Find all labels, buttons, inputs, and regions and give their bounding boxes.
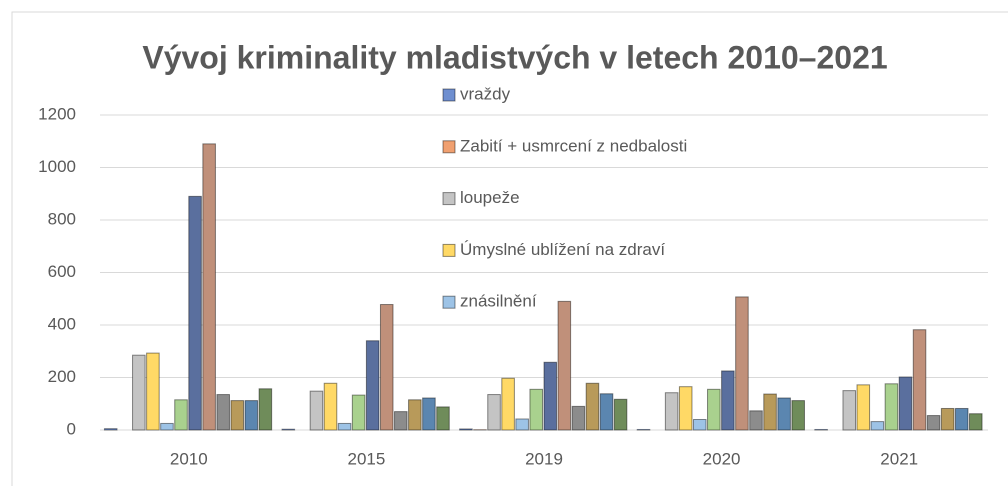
bar: [707, 388, 721, 431]
bar: [678, 386, 693, 431]
x-tick-label: 2010: [170, 449, 208, 468]
y-tick-label: 1200: [38, 104, 76, 123]
x-tick-label: 2020: [703, 449, 741, 468]
bar: [585, 382, 600, 431]
legend-label: Úmyslné ublížení na zdraví: [460, 240, 665, 259]
x-tick-label: 2015: [347, 449, 385, 468]
bar: [749, 410, 763, 431]
bar: [842, 390, 857, 431]
bar: [132, 354, 146, 431]
bar: [379, 304, 394, 431]
bar: [436, 406, 450, 431]
bar: [599, 393, 614, 431]
bar: [636, 428, 651, 431]
bar: [244, 400, 259, 431]
bar: [940, 407, 955, 431]
bar: [777, 397, 791, 431]
bar: [146, 352, 160, 431]
bar: [664, 392, 679, 431]
bar: [515, 418, 529, 431]
bar: [884, 383, 899, 431]
y-tick-label: 400: [48, 314, 76, 333]
bar: [394, 411, 408, 431]
bar: [898, 376, 913, 431]
bar: [351, 394, 366, 431]
legend-swatch: [442, 88, 456, 102]
bar: [814, 428, 828, 431]
legend-label: Zabití + usmrcení z nedbalosti: [460, 136, 687, 155]
bar: [735, 296, 749, 431]
bar: [487, 394, 501, 431]
bar: [309, 390, 324, 431]
y-tick-label: 200: [48, 367, 76, 386]
y-tick-label: 800: [48, 209, 76, 228]
bar: [763, 393, 777, 431]
bar: [459, 428, 473, 431]
bar: [969, 413, 983, 431]
bar: [281, 428, 296, 431]
chart-title: Vývoj kriminality mladistvých v letech 2…: [142, 39, 887, 75]
bar: [856, 384, 871, 431]
x-tick-label: 2019: [525, 449, 563, 468]
bar: [557, 300, 572, 431]
bar: [870, 421, 885, 431]
bar: [692, 419, 707, 431]
bar: [408, 399, 422, 431]
bar: [529, 388, 544, 431]
bar: [721, 370, 735, 431]
bar: [337, 422, 352, 431]
legend-swatch: [442, 140, 456, 154]
legend-label: loupeže: [460, 188, 520, 207]
bar: [791, 400, 805, 431]
bar: [365, 340, 380, 431]
bar: [926, 415, 941, 431]
bar: [216, 394, 230, 431]
legend-swatch: [442, 295, 456, 309]
bar: [613, 398, 628, 431]
bar: [174, 399, 188, 431]
bar: [422, 397, 436, 431]
bar: [501, 377, 515, 431]
bar: [258, 388, 273, 431]
bar: [323, 382, 338, 431]
bar: [202, 143, 216, 431]
legend-swatch: [442, 192, 456, 206]
y-tick-label: 1000: [38, 157, 76, 176]
bar: [543, 361, 558, 431]
bar: [912, 329, 927, 431]
legend-swatch: [442, 243, 456, 257]
x-tick-label: 2021: [880, 449, 918, 468]
y-tick-label: 0: [67, 419, 76, 438]
legend-label: znásilnění: [460, 292, 537, 311]
legend-label: vraždy: [460, 84, 511, 103]
bar: [230, 400, 245, 431]
bar: [954, 407, 969, 431]
bar: [188, 195, 202, 431]
bar: [103, 428, 118, 431]
bar: [160, 422, 174, 431]
y-tick-label: 600: [48, 262, 76, 281]
bar: [571, 405, 586, 431]
